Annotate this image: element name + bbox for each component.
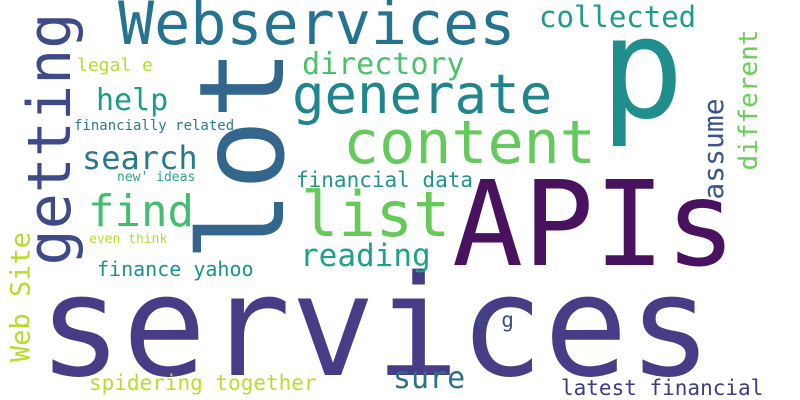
word-financial-data: financial data bbox=[296, 168, 474, 192]
word-assume: assume bbox=[697, 98, 730, 200]
word-latest-financial: latest financial bbox=[561, 376, 764, 400]
word-lot: lot bbox=[173, 48, 311, 262]
word-list: list bbox=[301, 178, 451, 251]
word-apis: APIs bbox=[452, 155, 737, 293]
word-sure: sure bbox=[393, 361, 466, 396]
word-webservices: Webservices bbox=[118, 0, 516, 59]
word-directory: directory bbox=[302, 47, 465, 82]
word-web-site: Web Site bbox=[5, 231, 37, 363]
word-services: services bbox=[38, 246, 713, 400]
word-find: find bbox=[88, 186, 194, 237]
word-spidering-together: spidering together bbox=[89, 371, 317, 395]
word-different: different bbox=[734, 29, 764, 171]
word-finance-yahoo: finance yahoo bbox=[97, 257, 254, 281]
word-collected: collected bbox=[539, 0, 697, 34]
word-getting: getting bbox=[15, 12, 85, 266]
word-reading: reading bbox=[300, 238, 431, 274]
word-search: search bbox=[82, 139, 198, 177]
word-help: help bbox=[96, 83, 169, 118]
word-new-ideas: new' ideas bbox=[117, 170, 196, 185]
word-legal-e: legal e bbox=[77, 55, 153, 76]
word-p: p bbox=[600, 0, 685, 151]
word-even-think: even think bbox=[89, 232, 168, 247]
word-e-g: e g bbox=[476, 308, 514, 332]
word-generate: generate bbox=[292, 63, 553, 126]
word-content: content bbox=[343, 108, 596, 178]
word-financially-related: financially related bbox=[74, 118, 235, 134]
